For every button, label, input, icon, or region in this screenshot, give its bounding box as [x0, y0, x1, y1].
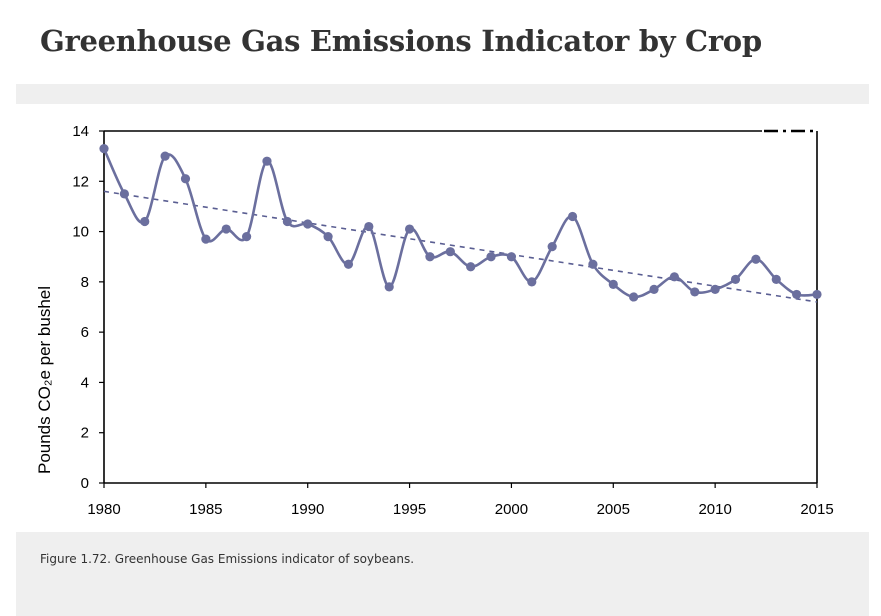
data-point: [690, 287, 700, 297]
trend-layer: [103, 190, 818, 303]
data-point: [221, 224, 231, 234]
data-point: [812, 289, 822, 300]
y-tick-label: 0: [81, 475, 89, 492]
data-point: [466, 262, 476, 272]
emissions-chart: 0 2 4 6 8 10 12 14 1980 1985 1990 1995 2000 2005 2010 2…: [35, 123, 834, 518]
data-point: [486, 252, 496, 262]
data-point: [629, 292, 639, 302]
x-tick-label: 1995: [393, 501, 426, 518]
caption-band: Figure 1.72. Greenhouse Gas Emissions in…: [16, 532, 869, 616]
y-tick-label: 4: [81, 374, 89, 391]
data-point: [242, 232, 252, 242]
data-point: [140, 216, 150, 227]
data-point: [364, 221, 374, 232]
data-point: [425, 252, 435, 262]
x-tick-label: 2015: [800, 501, 833, 518]
data-point: [180, 174, 191, 184]
data-point: [384, 282, 394, 292]
data-point: [262, 156, 272, 166]
axes-layer: 0 2 4 6 8 10 12 14 1980 1985 1990 1995 2000 2005 2010 2…: [72, 123, 833, 518]
points-layer: [99, 144, 822, 302]
x-tick-label: 1985: [189, 501, 222, 518]
data-point: [608, 279, 618, 289]
y-tick-label: 14: [72, 123, 89, 140]
series-layer: [102, 148, 818, 299]
y-tick-label: 8: [81, 274, 89, 291]
y-tick-label: 2: [81, 425, 89, 442]
x-tick-label: 2010: [698, 501, 731, 518]
header-band: [16, 84, 869, 104]
x-tick-label: 1990: [291, 501, 324, 518]
y-tick-label: 10: [72, 224, 89, 241]
figure-caption: Figure 1.72. Greenhouse Gas Emissions in…: [40, 552, 415, 566]
data-point: [445, 247, 455, 257]
data-point: [323, 232, 333, 242]
data-point: [710, 284, 720, 294]
data-point: [751, 254, 761, 264]
trend-line: [103, 190, 818, 303]
x-tick-label: 1980: [87, 501, 120, 518]
data-point: [669, 272, 680, 282]
data-point: [201, 234, 211, 244]
data-point: [119, 189, 129, 199]
data-point: [771, 274, 781, 284]
data-point: [567, 211, 578, 222]
y-tick-label: 12: [72, 173, 89, 190]
data-point: [588, 259, 598, 269]
data-point: [343, 259, 354, 269]
series-line: [102, 148, 818, 299]
data-point: [547, 242, 557, 252]
data-point: [792, 289, 802, 300]
data-point: [160, 151, 170, 161]
data-point: [303, 219, 313, 229]
chart-container: 0 2 4 6 8 10 12 14 1980 1985 1990 1995 2000 2005 2010 2…: [0, 104, 881, 532]
data-point: [527, 277, 537, 287]
y-tick-label: 6: [81, 324, 89, 341]
page-title: Greenhouse Gas Emissions Indicator by Cr…: [40, 24, 762, 58]
data-point: [506, 252, 517, 262]
x-tick-label: 2005: [597, 501, 630, 518]
x-tick-label: 2000: [495, 501, 528, 518]
y-axis-label: Pounds CO₂e per bushel: [35, 286, 54, 474]
data-point: [649, 284, 659, 294]
data-point: [99, 144, 109, 154]
data-point: [730, 274, 741, 284]
data-point: [404, 224, 415, 234]
data-point: [282, 216, 292, 227]
